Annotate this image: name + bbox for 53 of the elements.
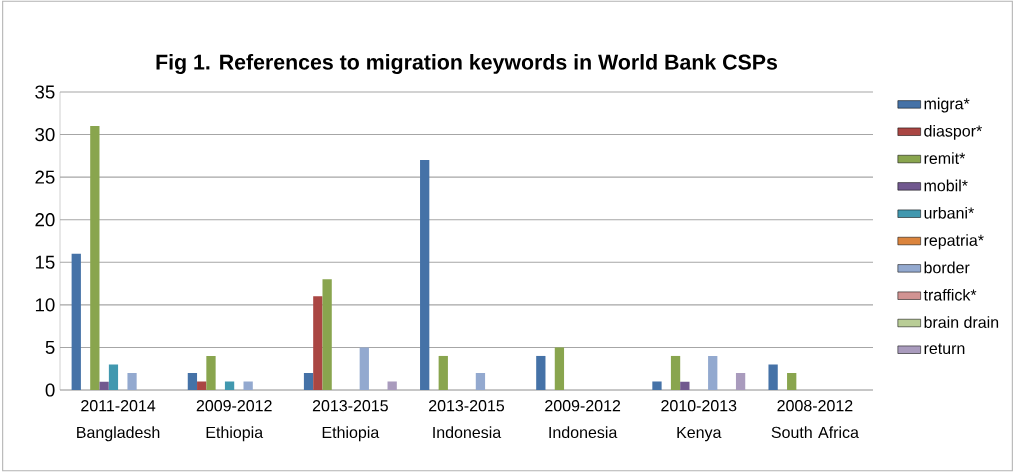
bar [313, 296, 323, 390]
x-tick-label: 2010-2013 Kenya [661, 400, 737, 442]
x-tick-label: 2013-2015 Indonesia [429, 400, 505, 439]
bar [438, 355, 448, 390]
y-tick-label: 5 [45, 340, 55, 354]
bar [224, 381, 235, 390]
bar [387, 381, 397, 390]
bar [108, 364, 119, 390]
y-tick-label: 10 [35, 298, 55, 312]
bar [475, 372, 486, 390]
y-tick-label: 25 [35, 170, 55, 184]
x-tick-label: 2009-2012 Indonesia [545, 400, 621, 439]
legend-label: traffick* [923, 288, 977, 301]
legend-label: repatria* [924, 234, 984, 250]
bar [359, 347, 369, 390]
y-tick-label: 20 [35, 213, 55, 227]
bar [735, 372, 746, 390]
y-tick-label: 0 [45, 383, 55, 397]
bar [90, 126, 100, 390]
bar [99, 381, 109, 390]
y-tick-label: 30 [35, 127, 55, 142]
bar [768, 364, 778, 390]
chart-title: Fig 1. References to migration keywords in World Bank CSPs [156, 53, 777, 74]
bar [127, 372, 137, 390]
legend-label: return [924, 343, 965, 355]
y-tick-label: 15 [35, 255, 55, 269]
bar [420, 160, 430, 390]
bar [206, 355, 216, 390]
legend-label: migra* [924, 97, 970, 113]
bar [787, 372, 797, 390]
bar [708, 355, 718, 390]
x-tick-label: 2011-2014 Bangladesh [77, 400, 160, 442]
bar [243, 381, 253, 390]
bar [187, 372, 198, 390]
legend-label: urbani* [924, 206, 974, 219]
x-tick-label: 2009-2012 Ethiopia [196, 400, 272, 442]
legend-label: border [924, 261, 970, 274]
y-tick-label: 35 [35, 85, 55, 99]
bar [303, 372, 314, 390]
legend-label: diaspor* [924, 124, 982, 140]
legend-label: mobil* [924, 179, 968, 192]
bar [680, 381, 690, 390]
bar [670, 355, 681, 390]
bar [71, 253, 81, 390]
legend-label: brain drain [924, 316, 999, 328]
bar [536, 355, 546, 390]
bar [554, 347, 565, 390]
bar [652, 381, 662, 390]
x-tick-label: 2013-2015 Ethiopia [312, 400, 388, 442]
legend-label: remit* [924, 152, 966, 164]
bar [197, 381, 207, 390]
bar [322, 279, 332, 390]
x-tick-label: 2008-2012 South Africa [771, 400, 859, 439]
